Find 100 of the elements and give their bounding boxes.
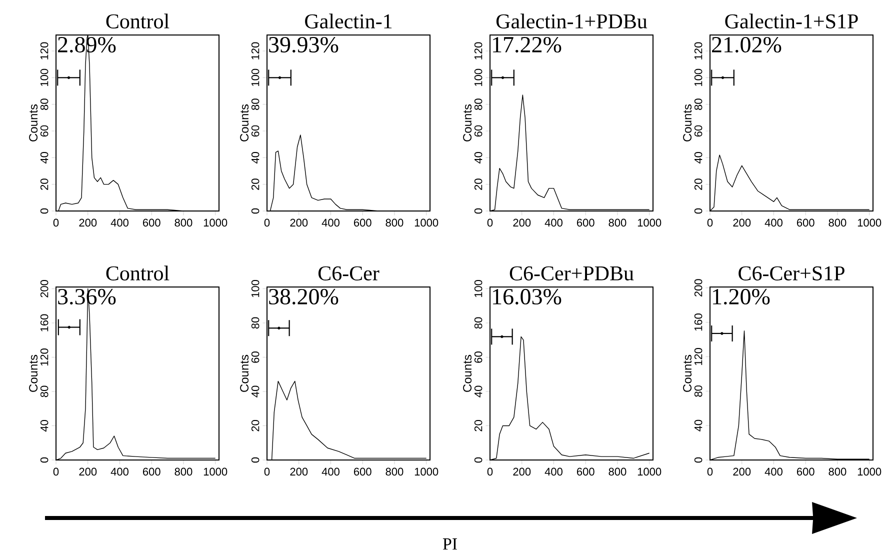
y-axis-title: Counts [683, 354, 692, 392]
x-tick-label: 600 [576, 218, 594, 227]
annotation: 16.03% [493, 288, 562, 305]
y-tick-label: 120 [40, 42, 48, 60]
x-tick-label: 1000 [638, 468, 662, 476]
y-tick-label: 20 [694, 178, 702, 190]
annotation: 17.22% [493, 36, 562, 53]
x-tick-label: 600 [354, 468, 372, 476]
chart-title: Galectin-1+S1P [725, 14, 858, 28]
x-tick-label: 0 [53, 468, 59, 476]
y-tick-label: 20 [251, 420, 260, 432]
chart-title: C6-Cer+S1P [738, 266, 844, 280]
x-tick-label: 0 [264, 218, 270, 227]
y-tick-label: 60 [251, 352, 260, 363]
y-tick-label: 40 [40, 420, 48, 432]
x-tick-label: 800 [608, 218, 626, 227]
y-tick-label: 80 [694, 385, 702, 397]
y-tick-label: 160 [40, 314, 48, 332]
y-tick-label: 40 [474, 386, 482, 398]
x-tick-label: 0 [707, 468, 713, 476]
chart-title: C6-Cer [318, 266, 380, 280]
y-tick-label: 0 [474, 457, 482, 463]
y-axis-title: Counts [463, 104, 472, 142]
y-tick-label: 200 [40, 280, 48, 298]
y-tick-label: 40 [251, 152, 260, 164]
y-tick-label: 100 [694, 68, 702, 86]
y-tick-label: 0 [251, 457, 260, 463]
y-tick-label: 120 [474, 42, 482, 60]
y-tick-label: 20 [474, 178, 482, 190]
annotation: 1.20% [713, 288, 770, 305]
y-tick-label: 20 [474, 420, 482, 432]
x-tick-label: 200 [290, 218, 308, 227]
x-tick-label: 200 [79, 218, 97, 227]
y-tick-label: 60 [694, 125, 702, 137]
y-axis-title: Counts [683, 104, 692, 142]
y-tick-label: 80 [474, 317, 482, 329]
y-tick-label: 80 [251, 98, 260, 110]
y-axis-title: Counts [29, 354, 38, 392]
y-tick-label: 120 [694, 348, 702, 366]
y-tick-label: 0 [694, 208, 702, 214]
x-tick-label: 1000 [204, 468, 228, 476]
x-tick-label: 0 [53, 218, 59, 227]
x-tick-label: 400 [764, 468, 782, 476]
x-tick-label: 400 [322, 218, 340, 227]
x-tick-label: 1000 [204, 218, 228, 227]
y-tick-label: 200 [694, 279, 702, 296]
y-tick-label: 60 [474, 125, 482, 137]
y-tick-label: 160 [694, 314, 702, 331]
x-tick-label: 400 [322, 468, 340, 476]
x-tick-label: 600 [354, 218, 372, 227]
x-tick-label: 400 [544, 218, 562, 227]
text: PI [442, 538, 457, 550]
y-tick-label: 80 [474, 98, 482, 110]
y-tick-label: 60 [40, 125, 48, 137]
y-tick-label: 100 [251, 68, 260, 86]
y-tick-label: 40 [251, 386, 260, 398]
x-tick-label: 200 [733, 218, 751, 227]
x-tick-label: 200 [733, 468, 751, 476]
y-tick-label: 60 [251, 125, 260, 137]
y-tick-label: 80 [694, 98, 702, 110]
y-tick-label: 40 [474, 152, 482, 164]
x-tick-label: 600 [576, 468, 594, 476]
y-tick-label: 40 [694, 420, 702, 432]
y-tick-label: 40 [694, 152, 702, 164]
y-tick-label: 100 [474, 68, 482, 86]
x-tick-label: 200 [79, 468, 97, 476]
x-tick-label: 0 [487, 218, 493, 227]
x-tick-label: 800 [828, 218, 846, 227]
x-tick-label: 0 [264, 468, 270, 476]
x-tick-label: 600 [143, 218, 160, 227]
x-tick-label: 800 [174, 218, 192, 227]
y-tick-label: 0 [40, 208, 48, 214]
x-tick-label: 1000 [414, 468, 438, 476]
y-axis-title: Counts [463, 354, 472, 392]
annotation: 21.02% [712, 36, 782, 53]
x-tick-label: 800 [386, 468, 404, 476]
x-tick-label: 1000 [858, 468, 882, 476]
x-tick-label: 600 [796, 218, 814, 227]
y-tick-label: 80 [251, 317, 260, 329]
x-tick-label: 400 [544, 468, 562, 476]
y-tick-label: 0 [474, 208, 482, 214]
y-tick-label: 80 [40, 386, 48, 398]
y-tick-label: 120 [694, 42, 702, 60]
y-tick-label: 100 [40, 68, 48, 86]
y-axis-title: Counts [240, 354, 249, 392]
chart-title: Galectin-1+PDBu [496, 14, 648, 28]
x-tick-label: 200 [513, 218, 531, 227]
chart-title: Control [106, 14, 170, 28]
y-tick-label: 0 [694, 457, 702, 463]
x-tick-label: 0 [707, 218, 713, 227]
y-tick-label: 40 [40, 152, 48, 164]
x-tick-label: 800 [386, 218, 404, 227]
x-tick-label: 600 [143, 468, 160, 476]
y-tick-label: 100 [251, 280, 260, 298]
x-tick-label: 200 [513, 468, 531, 476]
x-tick-label: 1000 [638, 218, 662, 227]
y-tick-label: 120 [40, 348, 48, 366]
x-tick-label: 400 [110, 468, 128, 476]
y-axis-title: Counts [240, 104, 249, 142]
chart-title: Control [106, 266, 170, 280]
